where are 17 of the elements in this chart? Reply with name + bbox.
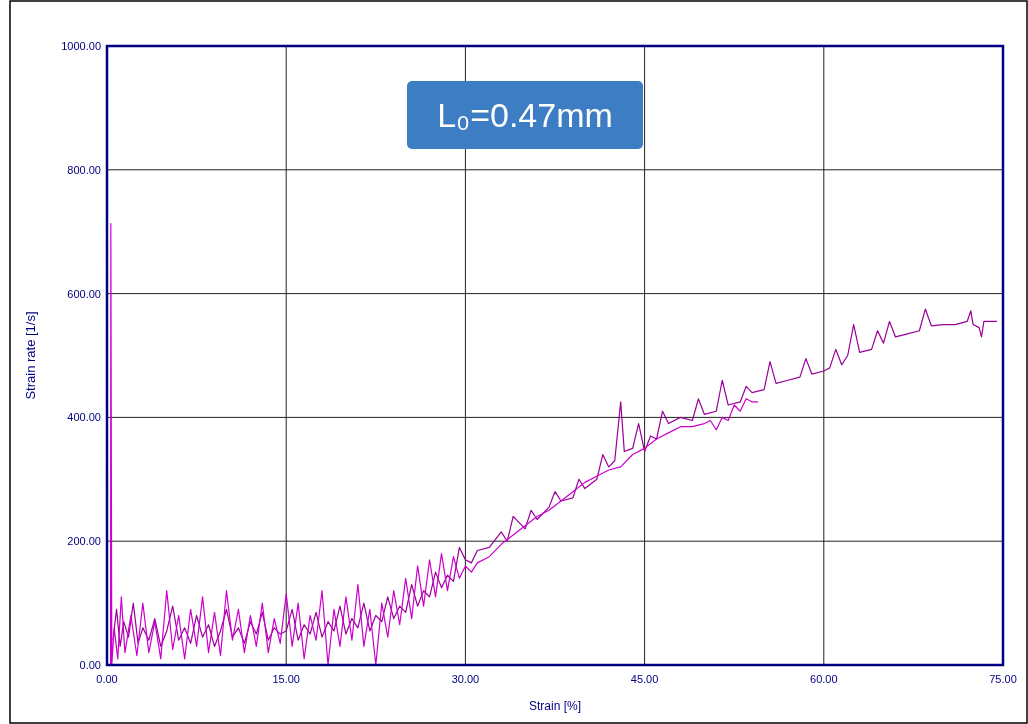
y-tick-label: 400.00: [67, 411, 101, 424]
x-axis-title: Strain [%]: [528, 699, 582, 713]
x-tick-label: 15.00: [272, 673, 300, 685]
line-series: [112, 308, 998, 648]
y-tick-label: 600.00: [67, 287, 101, 300]
annotation: L₀=0.47mm: [437, 96, 613, 134]
x-tick-label: 30.00: [451, 673, 480, 685]
x-tick-label: 45.00: [630, 673, 659, 685]
x-tick-label: 75.00: [989, 673, 1017, 685]
y-tick-label: 0.00: [79, 659, 101, 671]
y-tick-label: 800.00: [67, 163, 101, 176]
x-tick-label: 60.00: [810, 673, 838, 685]
y-tick-label: 1000.00: [61, 40, 101, 52]
y-tick-label: 200.00: [67, 535, 101, 548]
y-axis-title: Strain rate [1/s]: [23, 311, 38, 400]
x-tick-label: 0.00: [96, 673, 118, 685]
line-series: [109, 223, 759, 666]
